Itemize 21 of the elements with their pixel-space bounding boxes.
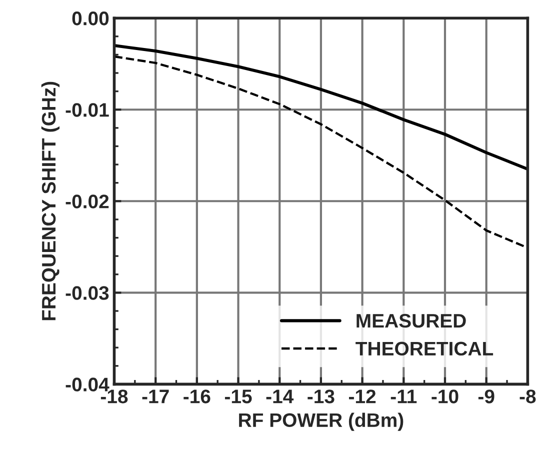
x-tick-label: -11 <box>390 390 417 404</box>
y-axis-title: FREQUENCY SHIFT (GHz) <box>41 82 60 320</box>
y-tick-label: -0.01 <box>66 103 109 117</box>
y-tick-label: -0.03 <box>66 286 109 300</box>
x-tick-label: -14 <box>266 390 294 404</box>
y-tick-label: 0.00 <box>72 12 109 26</box>
y-tick-label: -0.04 <box>66 378 110 392</box>
x-tick-label: -8 <box>520 390 536 404</box>
legend-label: THEORETICAL <box>356 342 494 356</box>
x-tick-label: -10 <box>432 390 458 404</box>
x-tick-label: -9 <box>478 390 494 404</box>
x-axis-title: RF POWER (dBm) <box>239 412 404 431</box>
x-tick-label: -15 <box>224 390 252 404</box>
x-tick-label: -18 <box>100 390 128 404</box>
y-tick-label: -0.02 <box>66 194 109 208</box>
line-series <box>114 44 528 171</box>
x-tick-label: -17 <box>142 390 169 404</box>
x-tick-label: -13 <box>308 390 334 404</box>
x-tick-label: -12 <box>349 390 376 404</box>
legend-label: MEASURED <box>356 314 466 328</box>
x-tick-label: -16 <box>184 390 210 404</box>
